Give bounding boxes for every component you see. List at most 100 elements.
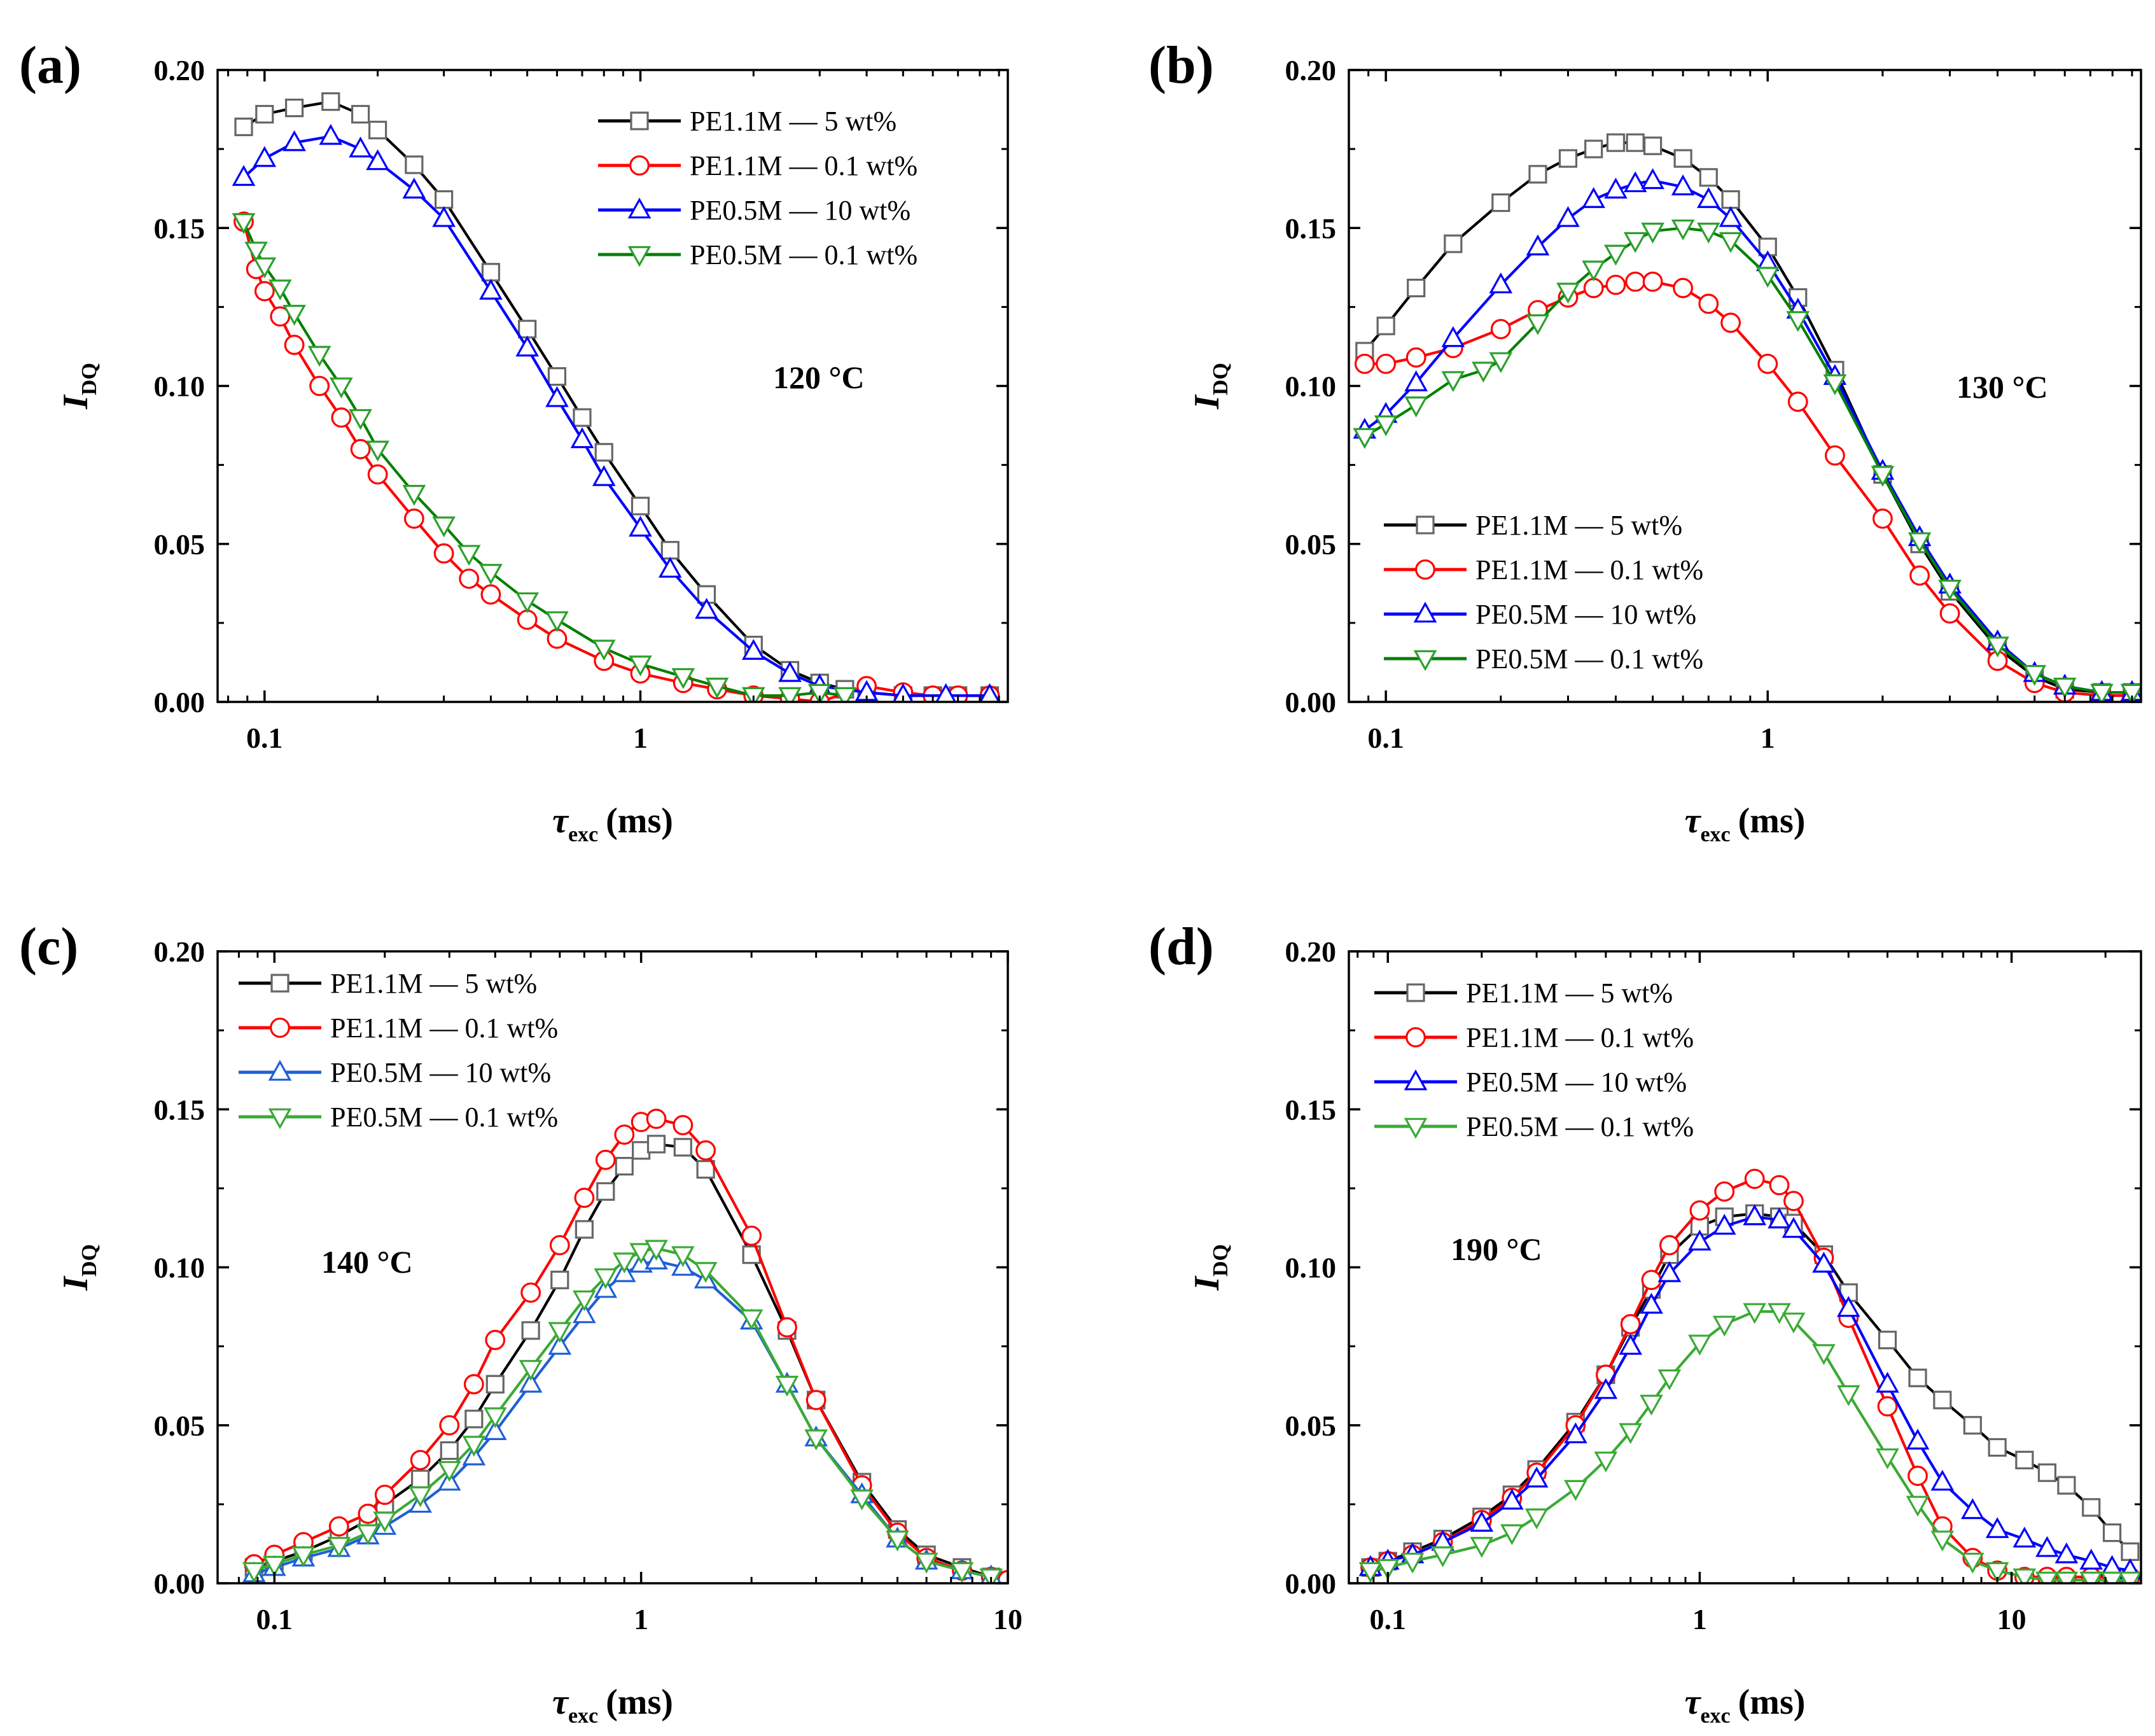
x-axis-label: τexc (ms) bbox=[1685, 801, 1806, 846]
data-point bbox=[2037, 1463, 2057, 1482]
y-tick-label: 0.20 bbox=[1285, 54, 1337, 87]
data-point bbox=[1441, 371, 1465, 393]
data-point bbox=[1556, 283, 1580, 304]
x-tick-label: 0.1 bbox=[1369, 1603, 1406, 1635]
data-point bbox=[517, 610, 538, 630]
series-1 bbox=[234, 211, 1000, 702]
temperature-annotation: 140 °C bbox=[321, 1244, 413, 1280]
data-point bbox=[595, 1149, 616, 1170]
data-point bbox=[549, 1235, 570, 1256]
data-point bbox=[2054, 1571, 2079, 1583]
data-point bbox=[833, 687, 857, 702]
y-tick-label: 0.15 bbox=[154, 212, 206, 244]
data-point bbox=[1431, 1546, 1454, 1567]
data-point bbox=[1500, 1524, 1524, 1546]
data-point bbox=[520, 1282, 541, 1303]
legend-label: PE1.1M — 0.1 wt% bbox=[1466, 1022, 1694, 1053]
data-point bbox=[253, 146, 277, 167]
data-point bbox=[1673, 277, 1694, 298]
data-point bbox=[592, 465, 616, 486]
series-2 bbox=[232, 123, 1000, 702]
data-point bbox=[2035, 1536, 2059, 1557]
series-line bbox=[253, 1117, 1008, 1582]
data-point bbox=[574, 1187, 595, 1208]
data-point bbox=[1930, 1469, 1955, 1491]
data-point bbox=[521, 1321, 540, 1340]
y-tick-label: 0.15 bbox=[1285, 212, 1337, 244]
data-point bbox=[777, 1317, 797, 1338]
data-point bbox=[485, 1329, 506, 1350]
data-point bbox=[1564, 1480, 1587, 1501]
y-tick-label: 0.15 bbox=[154, 1093, 206, 1126]
data-point bbox=[592, 640, 616, 661]
data-point bbox=[1659, 1235, 1680, 1256]
panel-label: (c) bbox=[19, 917, 78, 976]
data-point bbox=[440, 1441, 459, 1460]
data-point bbox=[483, 1419, 507, 1440]
y-tick-label: 0.10 bbox=[154, 1252, 206, 1284]
data-point bbox=[950, 1562, 974, 1583]
data-point bbox=[1404, 370, 1428, 391]
data-point bbox=[2012, 1526, 2037, 1548]
series-2 bbox=[1353, 168, 2141, 701]
x-axis-label: τexc (ms) bbox=[1685, 1683, 1806, 1728]
data-point bbox=[629, 515, 652, 537]
data-point bbox=[373, 1511, 397, 1533]
data-point bbox=[1688, 1334, 1712, 1356]
data-point bbox=[1623, 232, 1647, 253]
data-point bbox=[741, 687, 765, 702]
legend-label: PE1.1M — 0.1 wt% bbox=[1475, 554, 1703, 585]
data-point bbox=[2054, 1542, 2079, 1564]
data-point bbox=[1490, 319, 1511, 340]
data-point bbox=[321, 92, 340, 111]
data-point bbox=[1986, 636, 2009, 658]
data-point bbox=[1354, 353, 1375, 374]
data-point bbox=[327, 1537, 351, 1558]
data-point bbox=[646, 1135, 666, 1154]
data-point bbox=[366, 440, 389, 462]
legend-item: PE1.1M — 0.1 wt% bbox=[598, 150, 917, 181]
series-3 bbox=[232, 213, 857, 702]
legend-item: PE0.5M — 10 wt% bbox=[1374, 1067, 1687, 1098]
data-point bbox=[402, 485, 426, 506]
series-3 bbox=[1353, 219, 2141, 702]
data-point bbox=[1582, 187, 1605, 208]
legend: PE1.1M — 5 wt% PE1.1M — 0.1 wt% PE0.5M — 1… bbox=[1374, 977, 1694, 1142]
data-point bbox=[1699, 168, 1718, 187]
series-line bbox=[242, 100, 990, 697]
data-point bbox=[979, 1568, 1003, 1583]
data-point bbox=[411, 1469, 430, 1488]
data-point bbox=[1441, 326, 1465, 347]
data-point bbox=[573, 1290, 596, 1312]
data-point bbox=[515, 335, 539, 357]
series-1 bbox=[1354, 271, 2141, 702]
data-point bbox=[615, 1157, 634, 1176]
data-point bbox=[367, 464, 388, 485]
legend-item: PE1.1M — 5 wt% bbox=[1384, 510, 1682, 541]
legend: PE1.1M — 5 wt% PE1.1M — 0.1 wt% PE0.5M — 1… bbox=[239, 968, 558, 1133]
data-point bbox=[1688, 1229, 1712, 1251]
data-point bbox=[232, 165, 256, 186]
data-point bbox=[1783, 1191, 1804, 1212]
data-point bbox=[349, 136, 372, 158]
series-2 bbox=[242, 1249, 1002, 1583]
data-point bbox=[1712, 1214, 1736, 1235]
data-point bbox=[1782, 1217, 1806, 1238]
data-point bbox=[1405, 347, 1426, 368]
legend-marker bbox=[1416, 515, 1435, 535]
data-point bbox=[1906, 1429, 1930, 1450]
data-point bbox=[284, 98, 304, 118]
legend-item: PE0.5M — 10 wt% bbox=[239, 1057, 551, 1088]
data-point bbox=[309, 375, 330, 396]
legend-label: PE1.1M — 5 wt% bbox=[690, 106, 896, 137]
data-point bbox=[612, 1252, 636, 1274]
data-point bbox=[646, 1109, 667, 1130]
data-point bbox=[548, 1334, 572, 1355]
data-point bbox=[1524, 1466, 1549, 1488]
data-point bbox=[282, 130, 306, 151]
data-point bbox=[1961, 1552, 1984, 1574]
data-point bbox=[234, 117, 253, 136]
data-point bbox=[1374, 415, 1398, 437]
data-point bbox=[2090, 683, 2114, 702]
data-point bbox=[545, 386, 569, 407]
